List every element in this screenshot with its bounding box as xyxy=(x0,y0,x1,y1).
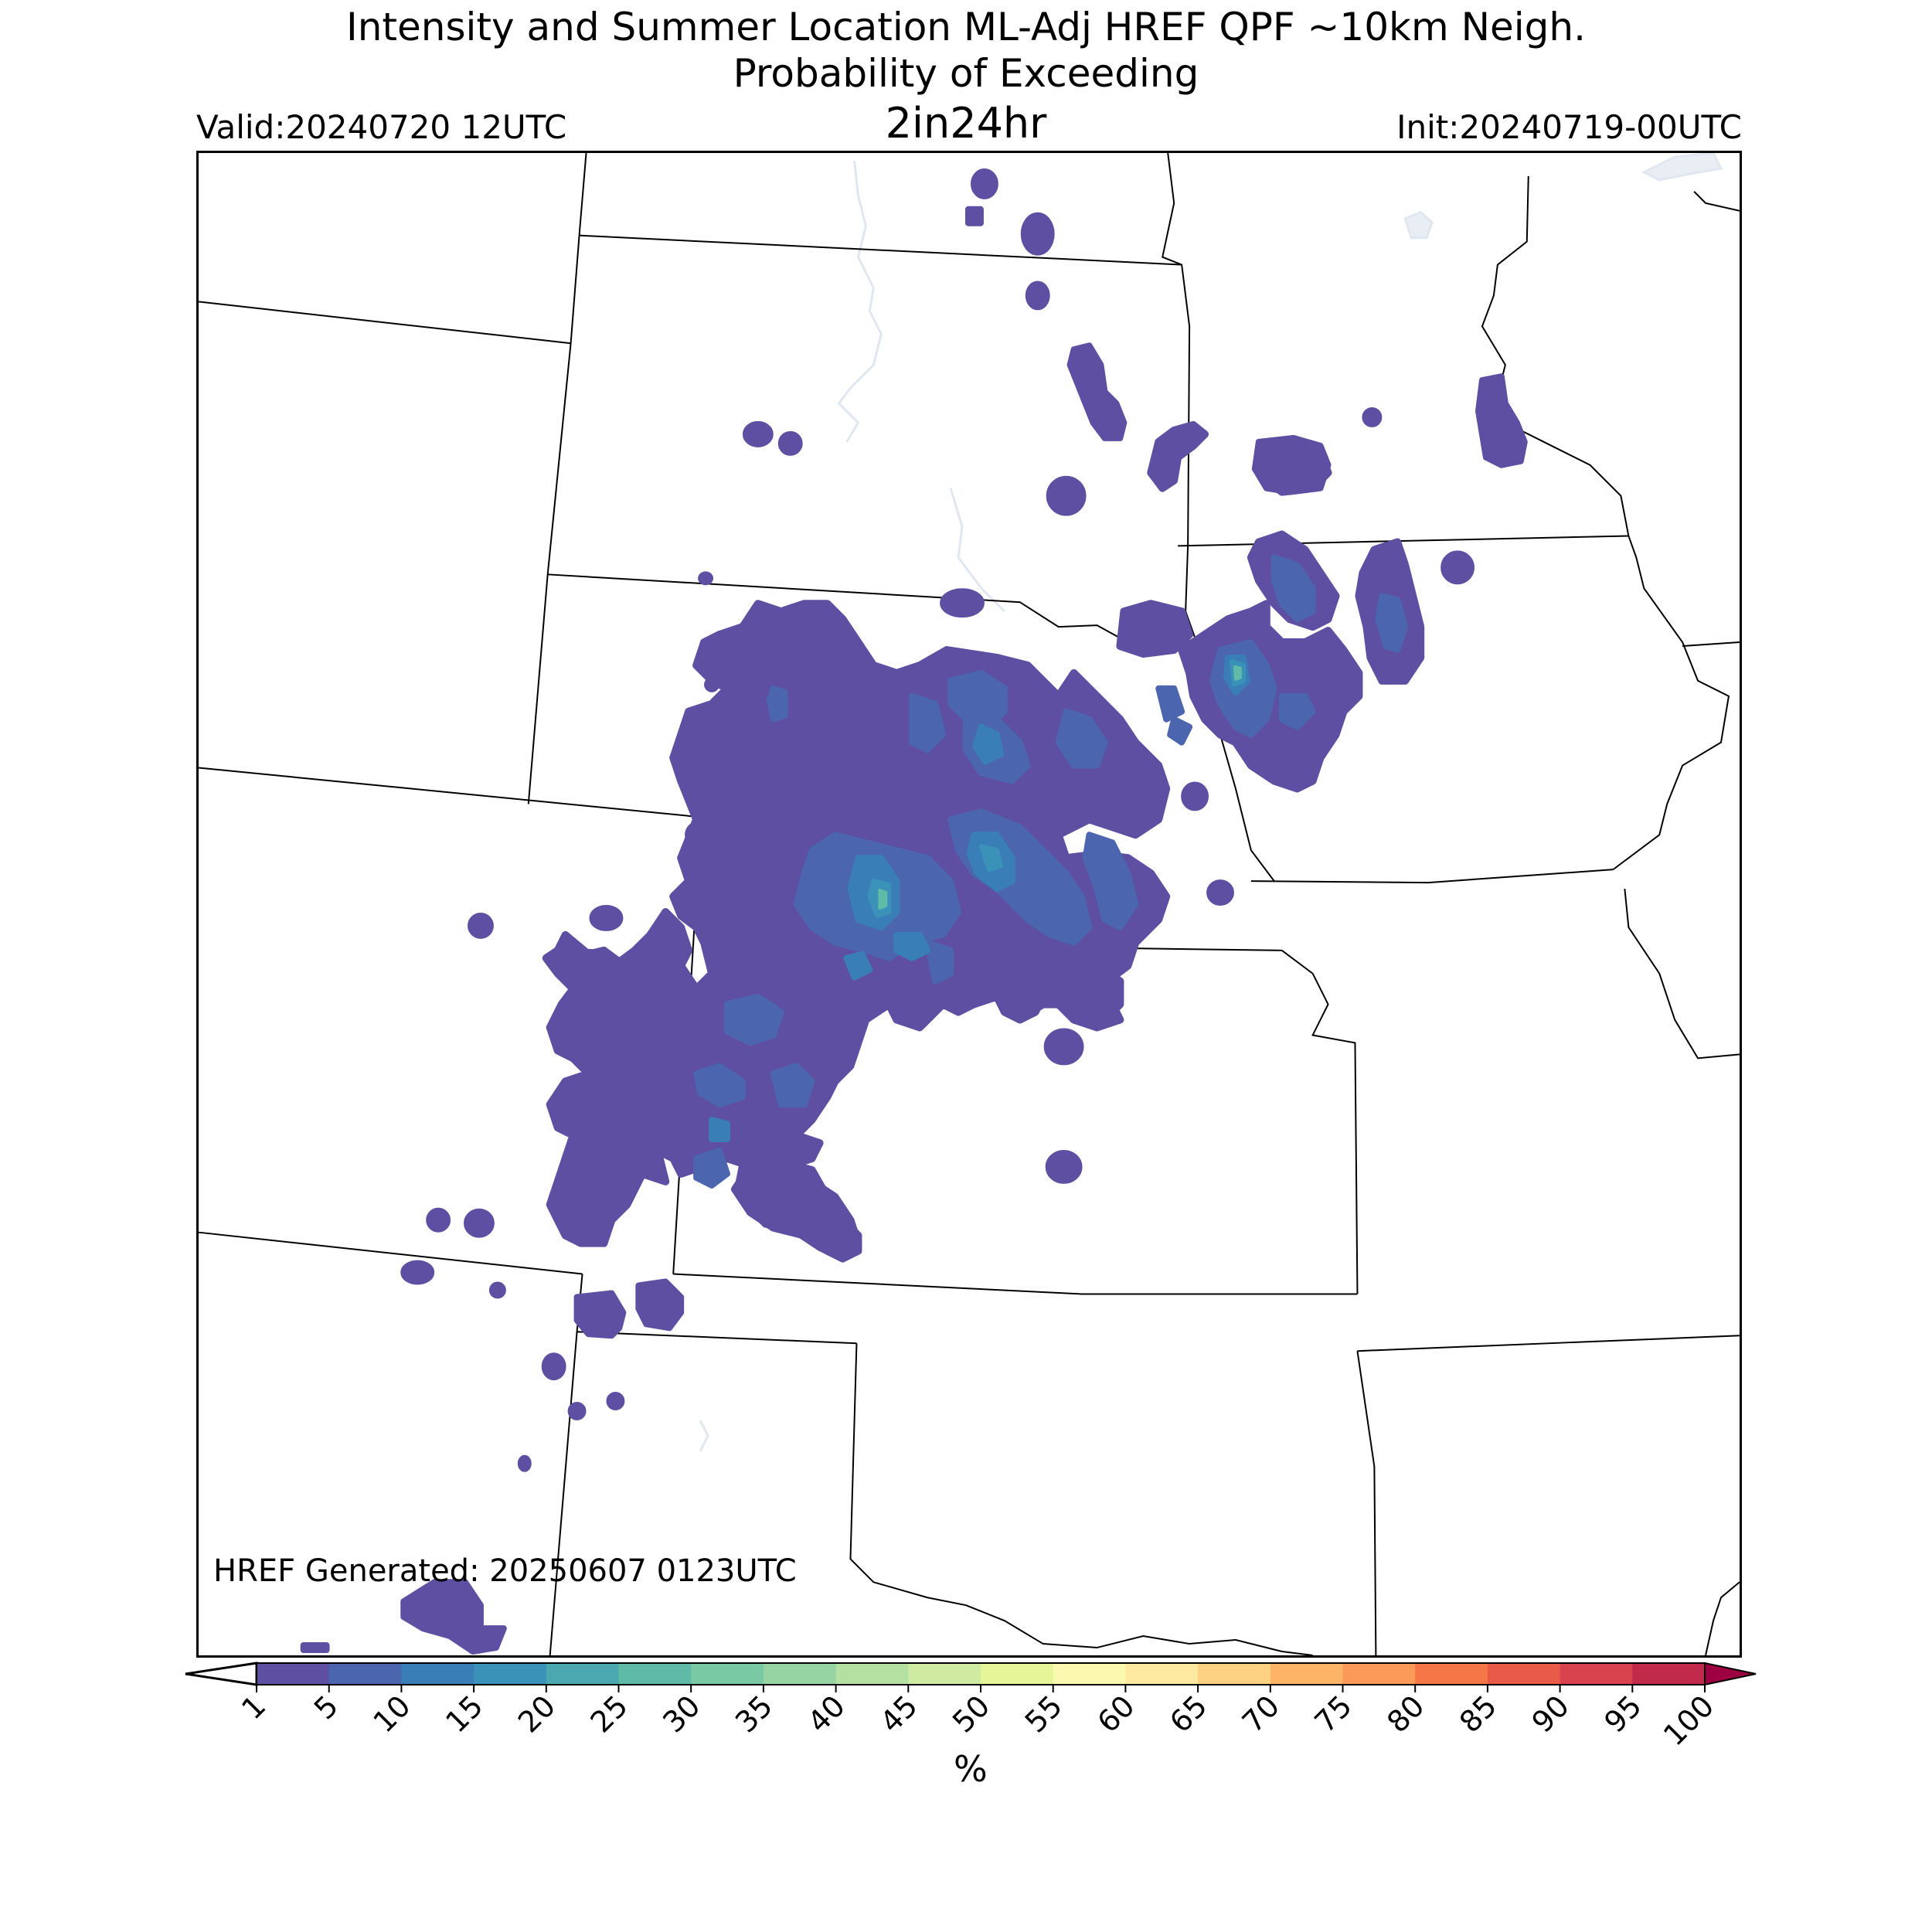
water-features xyxy=(699,153,1723,1452)
border-ks-east xyxy=(1281,950,1359,1294)
colorbar-block xyxy=(1125,1663,1199,1685)
colorbar-block xyxy=(908,1663,981,1685)
map-canvas xyxy=(199,153,1740,1655)
colorbar-ticks: 1 5 10 15 20 25 30 35 40 45 50 55 60 65 70 75 80 85 90 95 10… xyxy=(235,1685,1720,1753)
colorbar-block xyxy=(257,1663,330,1685)
missouri-river-nd xyxy=(837,160,883,443)
title-line-1: Intensity and Summer Location ML-Adj HRE… xyxy=(345,5,1586,49)
colorbar-block xyxy=(691,1663,764,1685)
prob-scattered-cells xyxy=(300,168,1528,1655)
prob-band-2 xyxy=(734,950,1124,1263)
colorbar-tick-label: 15 xyxy=(439,1689,489,1739)
border-mn-ia xyxy=(1178,535,1629,547)
colorbar-tick-label: 60 xyxy=(1090,1689,1141,1739)
border-wy-south xyxy=(199,767,702,818)
border-ia-east xyxy=(1612,536,1730,870)
border-mt-wy-north xyxy=(199,301,571,345)
border-mo-south xyxy=(1357,1335,1740,1352)
border-ar-ms xyxy=(1705,1581,1740,1655)
colorbar-block xyxy=(763,1663,837,1685)
colorbar-block xyxy=(1270,1663,1344,1685)
generated-timestamp: HREF Generated: 20250607 0123UTC xyxy=(213,1553,797,1589)
colorbar-tick-label: 65 xyxy=(1163,1689,1213,1739)
colorbar-tick-label: 85 xyxy=(1453,1689,1503,1739)
colorbar-tick-label: 50 xyxy=(946,1689,996,1739)
border-ok-east xyxy=(1356,1351,1377,1655)
border-co-west xyxy=(199,1231,583,1275)
lake-superior xyxy=(1641,153,1723,182)
colorbar-tick-label: 35 xyxy=(729,1689,779,1739)
colorbar-block xyxy=(474,1663,547,1685)
border-ks-south xyxy=(673,1273,1358,1295)
colorbar-block xyxy=(546,1663,620,1685)
border-wi-il xyxy=(1682,641,1740,648)
colorbar-block xyxy=(835,1663,909,1685)
border-nm-ok xyxy=(549,1332,578,1655)
colorbar-tick-label: 1 xyxy=(235,1689,272,1726)
colorbar-block xyxy=(618,1663,692,1685)
colorbar-unit-label: % xyxy=(954,1748,988,1790)
border-mt-nd xyxy=(578,153,587,236)
colorbar-under-extension xyxy=(185,1662,258,1686)
colorbar-block xyxy=(1632,1663,1706,1685)
colorbar-block xyxy=(1198,1663,1271,1685)
colorbar-tick-label: 20 xyxy=(512,1689,562,1739)
colorbar-tick-label: 45 xyxy=(873,1689,923,1739)
colorbar-tick-label: 10 xyxy=(366,1689,417,1739)
title-line-2: Probability of Exceeding xyxy=(733,51,1199,96)
colorbar-block xyxy=(401,1663,474,1685)
colorbar-tick-label: 75 xyxy=(1308,1689,1359,1739)
colorbar-tick-label: 25 xyxy=(584,1689,634,1739)
colorbar-tick-label: 30 xyxy=(656,1689,706,1739)
colorbar-tick-label: 80 xyxy=(1380,1689,1430,1739)
colorbar-blocks xyxy=(185,1662,1757,1686)
lake-oahe xyxy=(949,488,1005,613)
border-wy-mt-east xyxy=(570,235,580,344)
colorbar-block xyxy=(1053,1663,1126,1685)
title-threshold: 2in24hr xyxy=(885,99,1047,148)
probability-fill xyxy=(300,168,1528,1655)
prob-level-20 xyxy=(878,665,1242,910)
lake-north-mn xyxy=(1403,211,1434,240)
border-ia-mo xyxy=(1250,869,1614,884)
border-mn-west xyxy=(1162,153,1191,546)
colorbar-block xyxy=(1560,1663,1633,1685)
border-mi-north xyxy=(1693,191,1740,212)
init-time-label: Init:20240719-00UTC xyxy=(1396,108,1742,146)
colorbar-block xyxy=(328,1663,402,1685)
border-ok-panhandle xyxy=(849,1343,1313,1655)
colorbar-tick-label: 95 xyxy=(1597,1689,1648,1739)
valid-time-label: Valid:20240720 12UTC xyxy=(196,108,567,146)
border-nd-sd xyxy=(579,234,1182,266)
colorbar-block xyxy=(1342,1663,1416,1685)
colorbar-tick-label: 55 xyxy=(1019,1689,1069,1739)
border-mo-east xyxy=(1624,888,1740,1060)
colorbar-block xyxy=(1487,1663,1561,1685)
colorbar-block xyxy=(981,1663,1054,1685)
colorbar-tick-label: 40 xyxy=(801,1689,852,1739)
colorbar-over-extension xyxy=(1704,1662,1757,1686)
colorbar-tick-label: 90 xyxy=(1526,1689,1576,1739)
colorbar-tick-label: 70 xyxy=(1236,1689,1286,1739)
colorbar-tick-label: 5 xyxy=(308,1689,345,1726)
map-panel[interactable] xyxy=(196,151,1742,1658)
colorbar-tick-label: 100 xyxy=(1657,1689,1720,1752)
state-borders xyxy=(199,153,1740,1655)
lake-lewis-clark xyxy=(699,1420,709,1452)
colorbar-block xyxy=(1415,1663,1488,1685)
